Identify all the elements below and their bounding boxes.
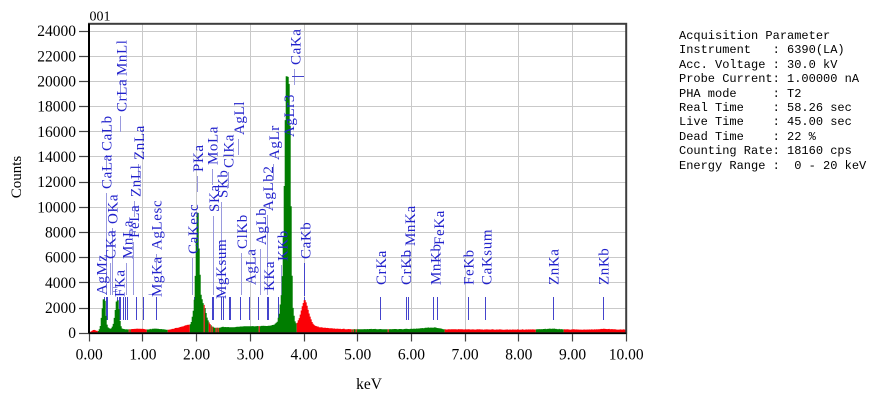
svg-text:001: 001	[90, 10, 111, 25]
svg-text:4.00: 4.00	[290, 347, 317, 364]
svg-text:CrKb: CrKb	[399, 249, 415, 285]
svg-text:12000: 12000	[37, 174, 76, 191]
svg-text:14000: 14000	[37, 149, 76, 166]
svg-text:CaKb: CaKb	[298, 222, 314, 259]
svg-text:CaKesc: CaKesc	[186, 204, 202, 254]
svg-text:keV: keV	[356, 376, 383, 393]
svg-text:SKa: SKa	[207, 184, 223, 212]
svg-text:MnKa: MnKa	[403, 205, 419, 246]
svg-text:AgLb2: AgLb2	[261, 166, 277, 212]
svg-text:20000: 20000	[37, 73, 76, 90]
svg-text:CaKa: CaKa	[289, 28, 305, 65]
svg-text:8.00: 8.00	[505, 347, 532, 364]
svg-text:8000: 8000	[45, 225, 76, 242]
svg-text:AgLr: AgLr	[267, 125, 283, 160]
svg-text:18000: 18000	[37, 99, 76, 116]
svg-text:PKa: PKa	[191, 144, 207, 172]
svg-text:ZnLl: ZnLl	[128, 165, 144, 197]
svg-text:24000: 24000	[37, 23, 76, 40]
svg-text:16000: 16000	[37, 124, 76, 141]
svg-text:6000: 6000	[45, 250, 76, 267]
svg-text:FeKa: FeKa	[432, 210, 448, 245]
svg-text:KKa: KKa	[262, 261, 278, 291]
svg-text:CrLa: CrLa	[115, 79, 131, 112]
svg-text:ZnKb: ZnKb	[597, 248, 613, 285]
svg-text:10000: 10000	[37, 199, 76, 216]
svg-text:2000: 2000	[45, 300, 76, 317]
svg-text:MnLl: MnLl	[115, 39, 131, 76]
svg-text:AgLb: AgLb	[254, 208, 270, 245]
svg-text:MgKa: MgKa	[150, 256, 166, 297]
svg-text:KKb: KKb	[275, 230, 291, 261]
svg-text:AgLesc: AgLesc	[150, 200, 166, 250]
svg-text:3.00: 3.00	[237, 347, 264, 364]
svg-text:6.00: 6.00	[398, 347, 425, 364]
svg-text:FeLa: FeLa	[127, 205, 143, 238]
svg-text:4000: 4000	[45, 275, 76, 292]
svg-text:ZnKa: ZnKa	[547, 248, 563, 285]
svg-text:1.00: 1.00	[129, 347, 156, 364]
svg-text:AgLr3: AgLr3	[282, 94, 298, 137]
svg-text:OKa: OKa	[106, 194, 122, 224]
svg-text:ZnLa: ZnLa	[132, 125, 148, 160]
svg-text:CaLa: CaLa	[100, 154, 116, 189]
svg-text:22000: 22000	[37, 48, 76, 65]
svg-text:MnKb: MnKb	[428, 243, 444, 285]
svg-text:MnLa: MnLa	[120, 220, 136, 259]
svg-text:CaKsum: CaKsum	[480, 229, 496, 285]
svg-text:MgKsum: MgKsum	[214, 239, 230, 299]
svg-text:0: 0	[68, 325, 76, 342]
svg-text:FeKb: FeKb	[462, 249, 478, 285]
svg-text:ClKb: ClKb	[235, 214, 251, 249]
svg-text:2.00: 2.00	[183, 347, 210, 364]
svg-text:AgLl: AgLl	[232, 101, 248, 135]
svg-text:CaLb: CaLb	[100, 115, 116, 151]
svg-text:SKb: SKb	[215, 170, 231, 198]
svg-text:0.00: 0.00	[76, 347, 103, 364]
svg-text:7.00: 7.00	[452, 347, 479, 364]
svg-text:9.00: 9.00	[559, 347, 586, 364]
svg-text:AgMz: AgMz	[95, 254, 111, 295]
svg-text:FKa: FKa	[113, 269, 129, 297]
svg-text:AgLa: AgLa	[244, 248, 260, 285]
svg-text:MoLa: MoLa	[206, 126, 222, 165]
svg-text:CKa: CKa	[104, 230, 120, 259]
svg-text:ClKa: ClKa	[222, 134, 238, 168]
svg-text:10.00: 10.00	[609, 347, 644, 364]
svg-text:CrKa: CrKa	[374, 250, 390, 285]
svg-text:5.00: 5.00	[344, 347, 371, 364]
svg-text:Counts: Counts	[9, 156, 25, 199]
